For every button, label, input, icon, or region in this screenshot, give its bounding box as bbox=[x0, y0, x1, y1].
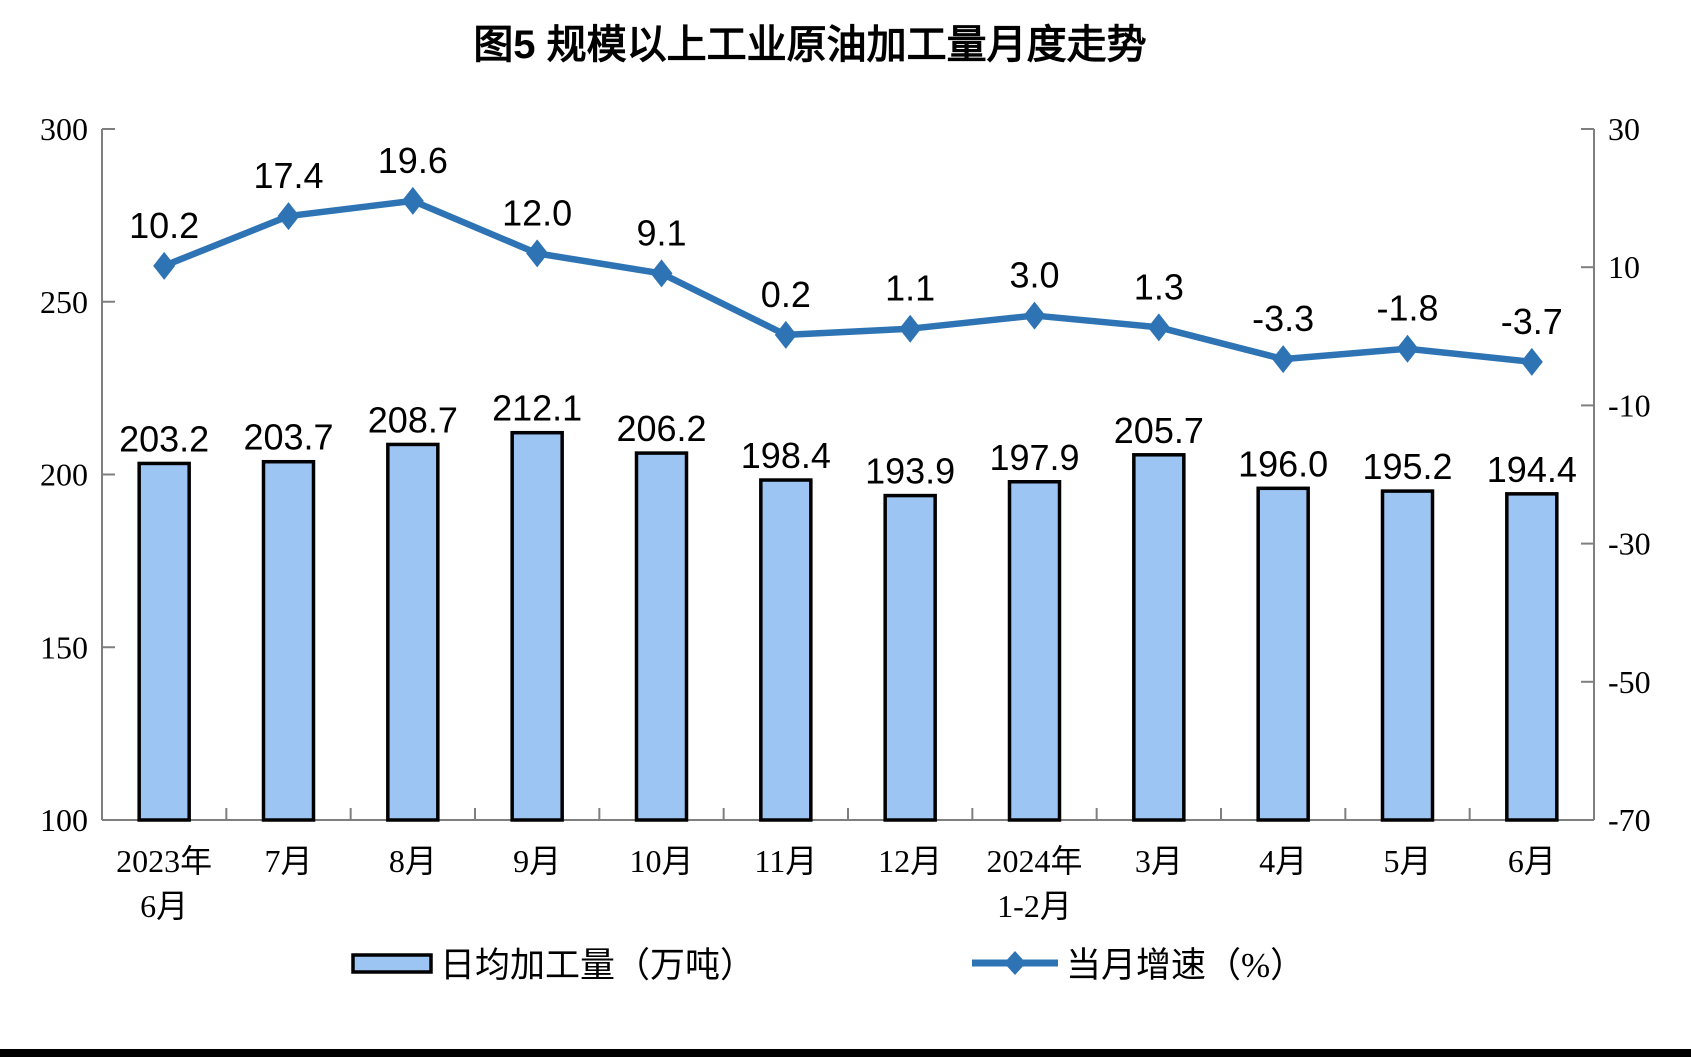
line-marker-icon bbox=[1272, 345, 1295, 374]
line-series-marker-icon bbox=[1004, 951, 1026, 975]
x-category-label: 10月 bbox=[629, 843, 693, 879]
line-marker-icon bbox=[1396, 334, 1419, 363]
bar-value-label: 197.9 bbox=[989, 437, 1079, 478]
legend: 日均加工量（万吨） 当月增速（%） bbox=[351, 946, 1305, 985]
bar-value-label: 196.0 bbox=[1238, 443, 1328, 484]
bar bbox=[1007, 480, 1062, 822]
bar bbox=[634, 451, 689, 822]
bar bbox=[1256, 486, 1310, 822]
left-axis-tick-label: 200 bbox=[40, 457, 88, 493]
bar bbox=[137, 461, 191, 822]
right-axis-tick-label: -10 bbox=[1608, 387, 1651, 423]
line-marker-icon bbox=[401, 186, 424, 215]
bar bbox=[261, 459, 316, 822]
bar bbox=[1505, 492, 1559, 822]
left-axis-tick-label: 100 bbox=[40, 802, 88, 838]
left-axis-tick-label: 250 bbox=[40, 284, 88, 320]
x-category-label: 9月 bbox=[513, 843, 561, 879]
line-marker-icon bbox=[1147, 313, 1170, 342]
left-axis-tick-label: 150 bbox=[40, 629, 88, 665]
x-category-label: 6月 bbox=[1508, 843, 1556, 879]
line-marker-icon bbox=[899, 314, 922, 343]
bar-value-label: 212.1 bbox=[492, 388, 582, 429]
line-value-label: 10.2 bbox=[129, 205, 199, 246]
right-axis-tick-label: -30 bbox=[1608, 526, 1651, 562]
bar bbox=[386, 442, 440, 822]
x-category-label: 3月 bbox=[1135, 843, 1183, 879]
bar bbox=[759, 478, 813, 822]
line-value-label: 1.1 bbox=[885, 268, 935, 309]
bar-value-label: 205.7 bbox=[1114, 410, 1204, 451]
line-value-label: 17.4 bbox=[253, 155, 323, 196]
x-category-label: 1-2月 bbox=[997, 888, 1072, 924]
line-marker-icon bbox=[650, 259, 673, 288]
x-category-label: 12月 bbox=[878, 843, 942, 879]
x-category-label: 6月 bbox=[140, 888, 188, 924]
bar-value-label: 193.9 bbox=[865, 451, 955, 492]
bar-value-label: 208.7 bbox=[368, 399, 458, 440]
line-value-label: 1.3 bbox=[1134, 266, 1184, 307]
line-marker-icon bbox=[526, 239, 549, 268]
line-marker-icon bbox=[153, 251, 176, 280]
line-value-label: 9.1 bbox=[636, 212, 686, 253]
bar-value-label: 198.4 bbox=[741, 435, 831, 476]
right-axis-tick-label: -70 bbox=[1608, 802, 1651, 838]
line-marker-icon bbox=[774, 320, 797, 349]
x-category-label: 11月 bbox=[754, 843, 817, 879]
x-category-label: 8月 bbox=[389, 843, 437, 879]
x-category-label: 4月 bbox=[1259, 843, 1307, 879]
line-value-label: 12.0 bbox=[502, 192, 572, 233]
bar-value-label: 203.7 bbox=[243, 417, 333, 458]
x-category-label: 5月 bbox=[1383, 843, 1431, 879]
bar bbox=[1380, 489, 1435, 822]
bar-value-label: 206.2 bbox=[616, 408, 706, 449]
x-category-label: 2024年 bbox=[986, 843, 1082, 879]
bar-value-label: 195.2 bbox=[1362, 446, 1452, 487]
line-value-label: 0.2 bbox=[761, 274, 811, 315]
line-value-label: -3.7 bbox=[1501, 301, 1563, 342]
right-axis-tick-label: 10 bbox=[1608, 249, 1640, 285]
growth-line bbox=[160, 197, 1536, 366]
line-marker-icon bbox=[1520, 347, 1543, 376]
line-value-label: 19.6 bbox=[378, 140, 448, 181]
line-series-label: 当月增速（%） bbox=[1066, 946, 1305, 985]
bar bbox=[883, 493, 937, 822]
image-bottom-border bbox=[0, 1049, 1691, 1057]
bar-series-label: 日均加工量（万吨） bbox=[440, 946, 755, 985]
line-value-label: -3.3 bbox=[1252, 298, 1314, 339]
bar bbox=[1132, 453, 1186, 822]
left-axis-tick-label: 300 bbox=[40, 111, 88, 147]
bar-series-swatch bbox=[351, 953, 433, 974]
line-value-label: 3.0 bbox=[1009, 255, 1059, 296]
bar bbox=[510, 430, 564, 822]
plot-area: 300 250 200 150 100 30 10 -10 -30 -50 -70 2023年 6月 7月… bbox=[40, 111, 1651, 924]
right-axis-tick-label: 30 bbox=[1608, 111, 1640, 147]
x-category-label: 2023年 bbox=[116, 843, 212, 879]
line-value-label: -1.8 bbox=[1376, 288, 1438, 329]
bar-value-label: 194.4 bbox=[1487, 449, 1577, 490]
x-category-label: 7月 bbox=[264, 843, 312, 879]
right-axis-tick-label: -50 bbox=[1608, 664, 1651, 700]
line-marker-icon bbox=[1023, 301, 1046, 330]
chart-title: 图5 规模以上工业原油加工量月度走势 bbox=[473, 23, 1146, 67]
bar-value-label: 203.2 bbox=[119, 418, 209, 459]
line-marker-icon bbox=[277, 202, 300, 231]
